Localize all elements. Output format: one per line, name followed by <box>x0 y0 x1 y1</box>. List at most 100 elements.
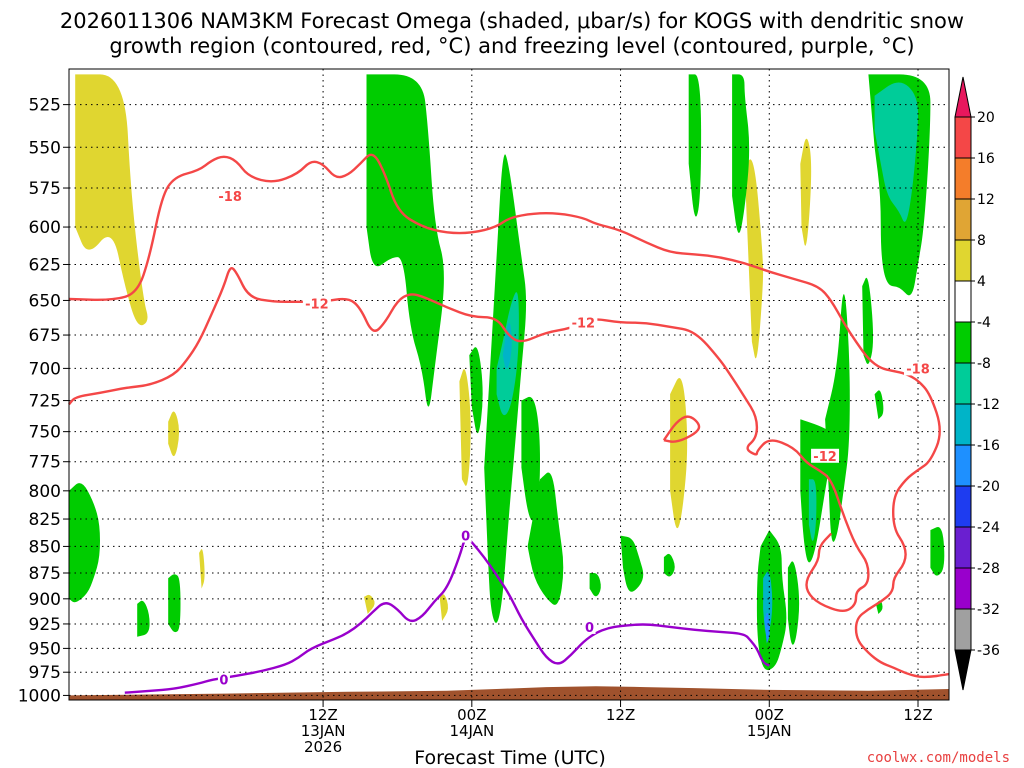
colorbar-box <box>954 485 972 528</box>
colorbar-label: 16 <box>977 151 995 167</box>
time-tick-label: 2026 <box>304 738 342 756</box>
omega-region <box>663 553 675 577</box>
colorbar-top-arrow <box>954 76 972 118</box>
colorbar-box <box>954 567 972 610</box>
plot-frame <box>68 68 950 701</box>
colorbar-label: -4 <box>977 315 991 331</box>
omega-shading-layer <box>69 74 945 671</box>
omega-region <box>688 74 702 217</box>
omega-region <box>366 74 444 407</box>
colorbar-box <box>954 280 972 323</box>
omega-region <box>459 369 471 486</box>
ground-fill <box>69 686 949 700</box>
colorbar-label: 20 <box>977 110 995 126</box>
omega-region <box>670 378 688 529</box>
x-axis-title: Forecast Time (UTC) <box>414 747 605 768</box>
pressure-tick-label: 1000 <box>18 686 61 706</box>
time-tick-label: 12Z <box>903 706 932 724</box>
time-tick-label: 00Z <box>457 706 486 724</box>
contour-label: -12 <box>572 317 596 332</box>
contour-label: 0 <box>219 674 228 689</box>
colorbar-bottom-arrow <box>954 649 972 691</box>
pressure-tick-label: 950 <box>29 639 61 659</box>
contour-label-bg <box>811 448 840 463</box>
omega-region <box>527 472 564 605</box>
omega-region <box>137 600 150 637</box>
contour-label-bg <box>217 672 230 687</box>
contour-label: -12 <box>305 297 329 312</box>
colorbar-label: -36 <box>977 643 1000 659</box>
pressure-tick-label: 925 <box>29 615 61 635</box>
contour-label-bg <box>216 188 245 203</box>
time-tick-label: 14JAN <box>449 722 494 740</box>
time-tick-label: 00Z <box>755 706 784 724</box>
pressure-tick-label: 700 <box>29 359 61 379</box>
pressure-tick-label: 800 <box>29 482 61 502</box>
colorbar-box <box>954 444 972 487</box>
pressure-tick-label: 725 <box>29 392 61 412</box>
pressure-tick-label: 575 <box>29 179 61 199</box>
colorbar-box <box>954 526 972 569</box>
contour-label-bg <box>904 361 933 376</box>
dotted-grid <box>69 69 949 700</box>
omega-region <box>589 573 601 597</box>
pressure-tick-label: 625 <box>29 255 61 275</box>
omega-region <box>620 535 644 592</box>
omega-region <box>69 483 100 603</box>
colorbar-label: -28 <box>977 561 1000 577</box>
pressure-tick-label: 975 <box>29 663 61 683</box>
colorbar-label: -24 <box>977 520 1000 536</box>
omega-region <box>862 277 874 364</box>
omega-region <box>744 159 764 359</box>
pressure-tick-label: 825 <box>29 510 61 530</box>
colorbar-label: -12 <box>977 397 1000 413</box>
pressure-axis: 525 550 575 600 625 650 675 700 725 750 775 800 825 8… <box>18 96 69 706</box>
pressure-tick-label: 525 <box>29 96 61 116</box>
colorbar-label: 12 <box>977 192 995 208</box>
colorbar-box <box>954 116 972 159</box>
omega-region <box>199 549 205 589</box>
colorbar-label: -16 <box>977 438 1000 454</box>
omega-region <box>787 561 800 645</box>
colorbar-label: -20 <box>977 479 1000 495</box>
contour-label-bg <box>583 619 596 634</box>
pressure-tick-label: 550 <box>29 138 61 158</box>
contour-label: -18 <box>218 190 242 205</box>
omega-region <box>168 574 181 633</box>
contour-labels-layer: -18 -12 -12 -12 -18 0 0 0 <box>216 188 933 689</box>
pressure-tick-label: 750 <box>29 423 61 443</box>
omega-region <box>800 138 812 246</box>
colorbar-box <box>954 157 972 200</box>
pressure-tick-label: 600 <box>29 218 61 238</box>
colorbar-label: 8 <box>977 233 986 249</box>
colorbar-label: -8 <box>977 356 991 372</box>
contour-label-bg <box>569 315 598 330</box>
contour-label-bg <box>459 528 472 543</box>
omega-region <box>168 411 179 457</box>
contour-label: 0 <box>461 530 470 545</box>
chart-title-line-1: 2026011306 NAM3KM Forecast Omega (shaded… <box>60 9 964 33</box>
omega-region <box>439 594 449 621</box>
omega-region <box>469 347 483 434</box>
omega-region <box>75 74 148 326</box>
colorbar-box <box>954 321 972 364</box>
omega-region <box>732 74 750 233</box>
dgz-contour <box>68 153 950 679</box>
omega-region <box>874 82 918 222</box>
omega-region <box>364 594 375 614</box>
omega-region <box>930 527 945 576</box>
omega-region <box>764 612 770 644</box>
pressure-tick-label: 875 <box>29 564 61 584</box>
omega-region <box>521 396 540 521</box>
colorbar-label: -32 <box>977 602 1000 618</box>
dgz-contour <box>662 415 701 443</box>
pressure-tick-label: 775 <box>29 453 61 473</box>
omega-region <box>874 390 884 420</box>
contour-label: 0 <box>585 621 594 636</box>
time-tick-label: 12Z <box>606 706 635 724</box>
pressure-tick-label: 850 <box>29 537 61 557</box>
colorbar-label: 4 <box>977 274 986 290</box>
omega-region <box>825 294 850 542</box>
chart-title-line-2: growth region (contoured, red, °C) and f… <box>109 34 914 58</box>
